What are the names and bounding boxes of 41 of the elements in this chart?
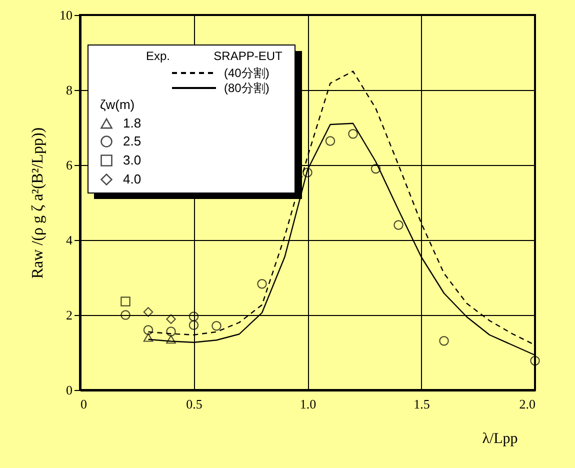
y-tick-label: 0 xyxy=(66,382,72,398)
x-tick-label: 1.0 xyxy=(300,396,316,412)
point xyxy=(439,336,449,346)
y-tick-label: 2 xyxy=(66,308,72,322)
y-tick-label: 6 xyxy=(66,158,73,172)
y-tick-label: 8 xyxy=(66,82,72,98)
point xyxy=(302,168,312,178)
point xyxy=(120,296,130,306)
x-tick-label: 2.0 xyxy=(519,396,536,412)
point xyxy=(212,321,222,331)
point xyxy=(394,220,404,230)
x-axis-title: λ/Lpp xyxy=(482,431,518,447)
point xyxy=(166,326,176,336)
legend-label: 1.8 xyxy=(123,116,142,130)
legend-title: ζw(m) xyxy=(100,97,135,112)
x-tick-label: 1.5 xyxy=(414,396,430,412)
annotation: Exp. xyxy=(146,49,170,63)
point xyxy=(530,356,540,366)
y-tick-label: 10 xyxy=(60,8,72,22)
legend-label: 4.0 xyxy=(123,172,142,186)
point xyxy=(166,335,176,344)
y-tick-label: 4 xyxy=(66,232,73,248)
point xyxy=(257,279,267,289)
point xyxy=(370,164,381,174)
x-tick-label: 0 xyxy=(80,396,87,412)
point xyxy=(120,310,130,320)
point xyxy=(143,307,154,317)
point xyxy=(143,325,154,335)
y-axis-title: Raw /(ρ g ζ a²(B²/Lpp)) xyxy=(30,127,46,279)
legend-label: 2.5 xyxy=(123,134,142,148)
point xyxy=(188,320,199,330)
point xyxy=(188,312,199,322)
x-tick-label: 0.5 xyxy=(186,396,202,412)
legend-label: (80分割) xyxy=(224,81,270,95)
legend-label: 3.0 xyxy=(123,152,142,168)
point xyxy=(166,314,176,324)
point xyxy=(143,333,154,342)
point xyxy=(348,129,358,139)
legend-label: (40分割) xyxy=(224,66,270,80)
annotation: SRAPP-EUT xyxy=(214,49,284,63)
point xyxy=(325,136,336,146)
